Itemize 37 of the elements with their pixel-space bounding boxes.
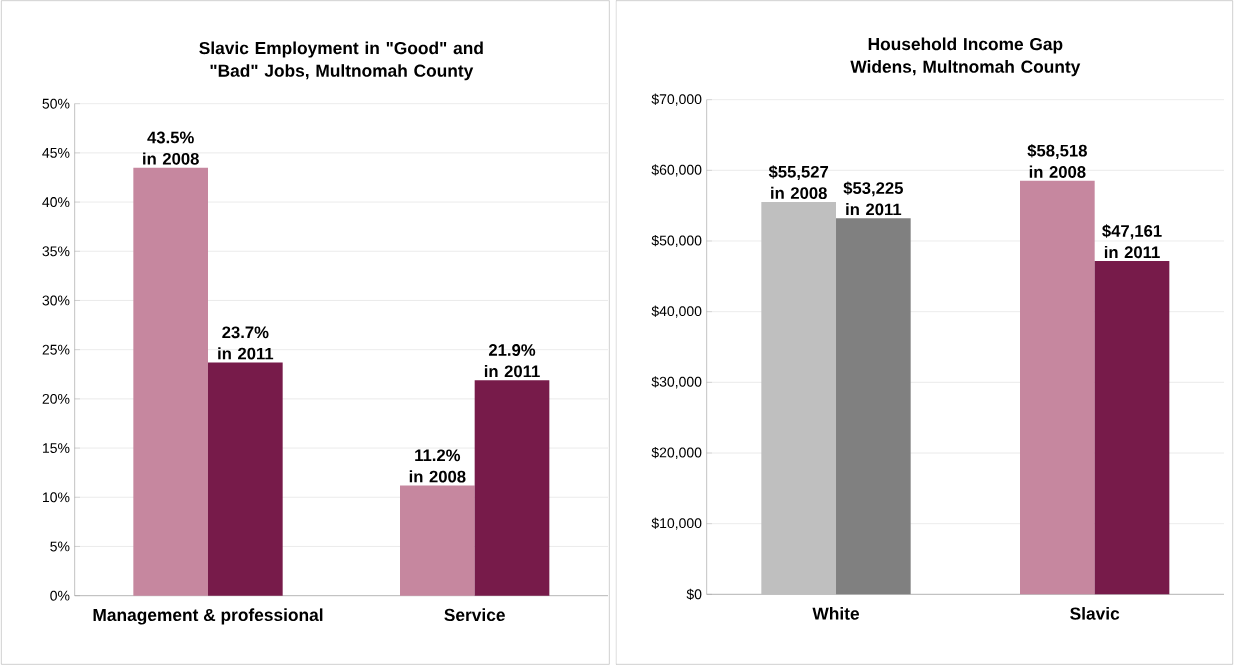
- data-label: $58,518 in 2008: [1027, 144, 1087, 178]
- bar: [133, 167, 209, 596]
- chart-title: Slavic Employment in "Good" and "Bad" Jobs, Multnomah County: [199, 41, 483, 81]
- y-tick-label: 50%: [42, 98, 70, 109]
- x-tick-label: White: [812, 607, 860, 620]
- bar: [400, 485, 475, 596]
- y-tick-label: 10%: [43, 492, 70, 503]
- y-tick-label: $60,000: [651, 164, 702, 177]
- x-tick-label: Management & professional: [93, 608, 323, 625]
- y-tick-label: 40%: [42, 197, 70, 208]
- y-tick-label: 35%: [42, 246, 70, 257]
- y-tick-label: 5%: [50, 541, 70, 552]
- x-tick-label: Service: [444, 608, 505, 622]
- data-label: 21.9% in 2011: [484, 344, 540, 378]
- y-tick-label: $0: [686, 588, 702, 600]
- chart-title: Household Income Gap Widens, Multnomah County: [850, 37, 1081, 77]
- data-label: $47,161 in 2011: [1102, 224, 1162, 259]
- y-tick-label: $20,000: [651, 446, 702, 460]
- y-tick-label: $50,000: [651, 234, 702, 248]
- y-tick-label: 20%: [42, 393, 70, 404]
- data-label: 23.7% in 2011: [218, 326, 274, 360]
- y-tick-label: 30%: [42, 295, 70, 306]
- data-label: $55,527 in 2008: [768, 165, 829, 200]
- y-tick-label: 25%: [42, 344, 70, 355]
- y-tick-label: $10,000: [651, 517, 702, 530]
- y-tick-label: $40,000: [651, 305, 702, 318]
- bar: [474, 380, 550, 596]
- y-tick-label: 45%: [42, 147, 70, 158]
- y-tick-label: $70,000: [651, 93, 702, 106]
- data-label: 43.5% in 2008: [143, 131, 199, 165]
- x-tick-label: Slavic: [1070, 607, 1120, 620]
- y-tick-label: $30,000: [651, 376, 702, 389]
- bar: [208, 362, 283, 596]
- data-label: $53,225 in 2011: [843, 181, 903, 216]
- y-tick-label: 0%: [50, 590, 70, 601]
- data-label: 11.2% in 2008: [409, 449, 466, 483]
- y-tick-label: 15%: [43, 443, 70, 453]
